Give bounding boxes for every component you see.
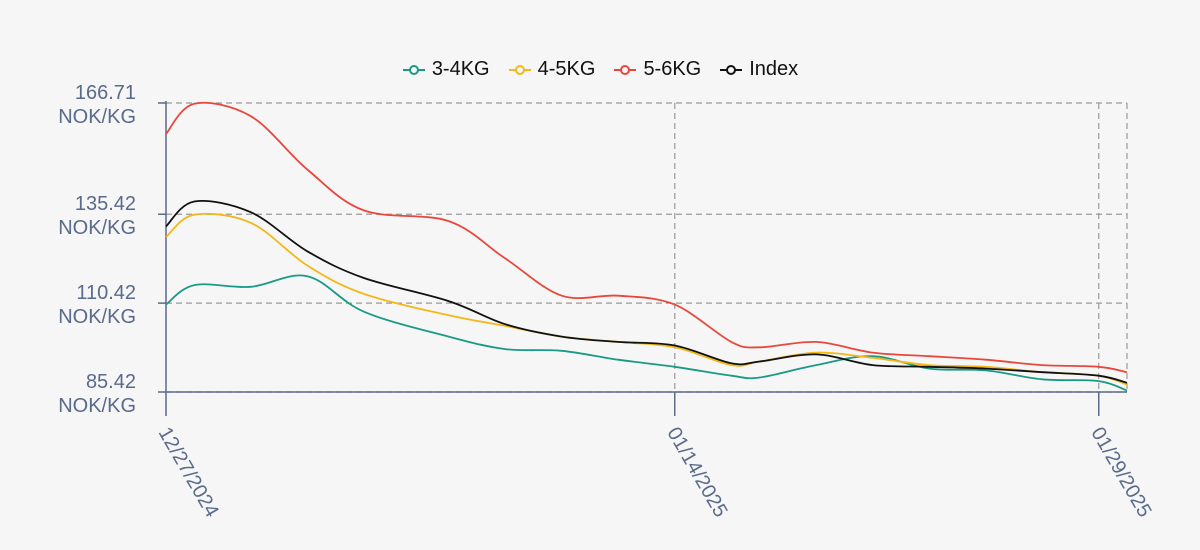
legend-marker-index	[720, 64, 743, 75]
x-tick-label-2: 01/29/2025	[1086, 424, 1155, 522]
legend-item-3-4kg[interactable]: 3-4KG	[402, 58, 490, 81]
legend-marker-4-5kg	[508, 64, 531, 75]
series-line-4-5kg	[165, 212, 1128, 386]
y-tick-unit-1: NOK/KG	[58, 306, 136, 328]
legend-item-5-6kg[interactable]: 5-6KG	[613, 58, 701, 81]
y-tick-unit-2: NOK/KG	[58, 217, 136, 239]
legend-item-index[interactable]: Index	[719, 58, 798, 81]
y-tick-unit-0: NOK/KG	[58, 395, 136, 417]
series-line-index	[165, 200, 1128, 384]
legend-label-index: Index	[749, 58, 799, 80]
y-tick-label-3: 166.71	[75, 82, 136, 104]
series-line-3-4kg	[165, 274, 1128, 392]
legend-item-4-5kg[interactable]: 4-5KG	[508, 58, 596, 81]
y-tick-label-1: 110.42	[76, 282, 136, 304]
y-tick-label-0: 85.42	[86, 371, 136, 393]
legend-label-4-5kg: 4-5KG	[537, 58, 596, 80]
x-tick-label-0: 12/27/2024	[154, 424, 223, 522]
legend-marker-3-4kg	[402, 64, 425, 75]
series-line-5-6kg	[165, 101, 1128, 374]
y-tick-unit-3: NOK/KG	[58, 106, 136, 128]
y-tick-label-2: 135.42	[75, 193, 136, 215]
legend-label-5-6kg: 5-6KG	[643, 58, 702, 80]
x-tick-label-1: 01/14/2025	[662, 424, 731, 522]
chart-legend: 3-4KG 4-5KG 5-6KG Index	[0, 58, 1200, 81]
legend-marker-5-6kg	[614, 64, 637, 75]
legend-label-3-4kg: 3-4KG	[431, 58, 490, 80]
